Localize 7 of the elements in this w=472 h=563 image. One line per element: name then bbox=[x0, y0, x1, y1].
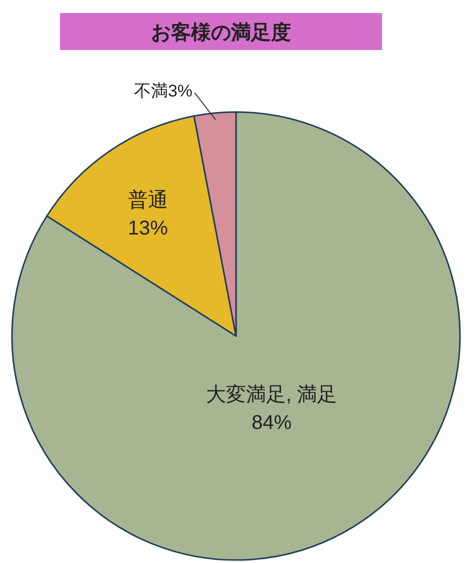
data-label: 13% bbox=[128, 217, 168, 240]
data-label: 3% bbox=[168, 82, 193, 101]
slice-label: 大変満足, 満足 bbox=[206, 382, 338, 406]
slice-label: 普通 bbox=[128, 188, 168, 212]
chart-title: お客様の満足度 bbox=[151, 21, 291, 44]
data-label: 84% bbox=[252, 412, 292, 434]
slice-label: 不満 bbox=[134, 82, 168, 101]
